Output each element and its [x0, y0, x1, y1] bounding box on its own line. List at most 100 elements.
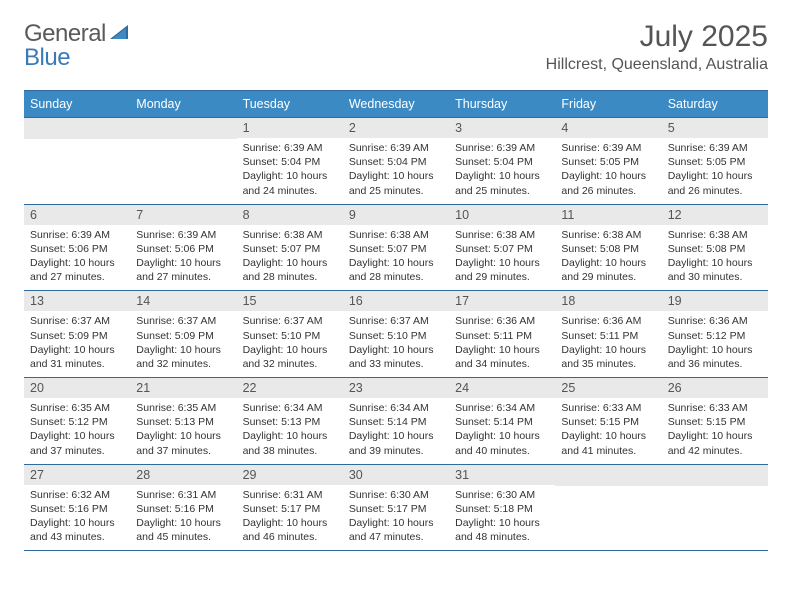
day-content: Sunrise: 6:33 AMSunset: 5:15 PMDaylight:… — [662, 398, 768, 464]
week-row: 27Sunrise: 6:32 AMSunset: 5:16 PMDayligh… — [24, 464, 768, 551]
day-cell: 7Sunrise: 6:39 AMSunset: 5:06 PMDaylight… — [130, 204, 236, 291]
day-number: 26 — [662, 378, 768, 398]
day-number: 8 — [237, 205, 343, 225]
day-cell — [130, 118, 236, 205]
day-number: 5 — [662, 118, 768, 138]
day-content: Sunrise: 6:38 AMSunset: 5:07 PMDaylight:… — [237, 225, 343, 291]
day-content: Sunrise: 6:36 AMSunset: 5:11 PMDaylight:… — [449, 311, 555, 377]
day-content: Sunrise: 6:34 AMSunset: 5:13 PMDaylight:… — [237, 398, 343, 464]
day-content: Sunrise: 6:34 AMSunset: 5:14 PMDaylight:… — [449, 398, 555, 464]
day-cell — [555, 464, 661, 551]
day-content: Sunrise: 6:35 AMSunset: 5:12 PMDaylight:… — [24, 398, 130, 464]
week-row: 13Sunrise: 6:37 AMSunset: 5:09 PMDayligh… — [24, 291, 768, 378]
day-cell: 21Sunrise: 6:35 AMSunset: 5:13 PMDayligh… — [130, 378, 236, 465]
day-cell: 3Sunrise: 6:39 AMSunset: 5:04 PMDaylight… — [449, 118, 555, 205]
day-content: Sunrise: 6:38 AMSunset: 5:08 PMDaylight:… — [555, 225, 661, 291]
title-block: July 2025 Hillcrest, Queensland, Austral… — [546, 20, 768, 74]
day-content: Sunrise: 6:35 AMSunset: 5:13 PMDaylight:… — [130, 398, 236, 464]
day-content: Sunrise: 6:37 AMSunset: 5:09 PMDaylight:… — [130, 311, 236, 377]
day-cell: 4Sunrise: 6:39 AMSunset: 5:05 PMDaylight… — [555, 118, 661, 205]
logo-triangle-icon — [110, 23, 128, 44]
weekday-header-row: SundayMondayTuesdayWednesdayThursdayFrid… — [24, 91, 768, 118]
calendar-body: 1Sunrise: 6:39 AMSunset: 5:04 PMDaylight… — [24, 118, 768, 551]
day-number: 31 — [449, 465, 555, 485]
day-number: 4 — [555, 118, 661, 138]
day-cell: 30Sunrise: 6:30 AMSunset: 5:17 PMDayligh… — [343, 464, 449, 551]
day-cell — [24, 118, 130, 205]
day-content: Sunrise: 6:39 AMSunset: 5:04 PMDaylight:… — [449, 138, 555, 204]
day-content: Sunrise: 6:39 AMSunset: 5:05 PMDaylight:… — [555, 138, 661, 204]
day-cell: 23Sunrise: 6:34 AMSunset: 5:14 PMDayligh… — [343, 378, 449, 465]
header: General July 2025 Hillcrest, Queensland,… — [24, 20, 768, 74]
location: Hillcrest, Queensland, Australia — [546, 56, 768, 74]
day-cell: 11Sunrise: 6:38 AMSunset: 5:08 PMDayligh… — [555, 204, 661, 291]
day-number-empty — [130, 118, 236, 139]
month-title: July 2025 — [546, 20, 768, 54]
day-content: Sunrise: 6:37 AMSunset: 5:10 PMDaylight:… — [343, 311, 449, 377]
day-number: 19 — [662, 291, 768, 311]
day-number: 3 — [449, 118, 555, 138]
day-cell: 14Sunrise: 6:37 AMSunset: 5:09 PMDayligh… — [130, 291, 236, 378]
day-cell: 27Sunrise: 6:32 AMSunset: 5:16 PMDayligh… — [24, 464, 130, 551]
day-content: Sunrise: 6:37 AMSunset: 5:09 PMDaylight:… — [24, 311, 130, 377]
day-content: Sunrise: 6:31 AMSunset: 5:17 PMDaylight:… — [237, 485, 343, 551]
day-number: 22 — [237, 378, 343, 398]
weekday-header: Sunday — [24, 91, 130, 118]
day-content: Sunrise: 6:39 AMSunset: 5:04 PMDaylight:… — [237, 138, 343, 204]
day-cell: 31Sunrise: 6:30 AMSunset: 5:18 PMDayligh… — [449, 464, 555, 551]
day-number: 20 — [24, 378, 130, 398]
day-number: 17 — [449, 291, 555, 311]
day-content: Sunrise: 6:34 AMSunset: 5:14 PMDaylight:… — [343, 398, 449, 464]
day-content: Sunrise: 6:38 AMSunset: 5:07 PMDaylight:… — [449, 225, 555, 291]
day-cell: 2Sunrise: 6:39 AMSunset: 5:04 PMDaylight… — [343, 118, 449, 205]
day-cell: 17Sunrise: 6:36 AMSunset: 5:11 PMDayligh… — [449, 291, 555, 378]
day-cell: 28Sunrise: 6:31 AMSunset: 5:16 PMDayligh… — [130, 464, 236, 551]
day-number: 16 — [343, 291, 449, 311]
day-number: 11 — [555, 205, 661, 225]
day-content: Sunrise: 6:30 AMSunset: 5:18 PMDaylight:… — [449, 485, 555, 551]
day-content: Sunrise: 6:31 AMSunset: 5:16 PMDaylight:… — [130, 485, 236, 551]
day-content: Sunrise: 6:38 AMSunset: 5:08 PMDaylight:… — [662, 225, 768, 291]
day-number: 21 — [130, 378, 236, 398]
day-content: Sunrise: 6:30 AMSunset: 5:17 PMDaylight:… — [343, 485, 449, 551]
week-row: 20Sunrise: 6:35 AMSunset: 5:12 PMDayligh… — [24, 378, 768, 465]
day-cell: 16Sunrise: 6:37 AMSunset: 5:10 PMDayligh… — [343, 291, 449, 378]
logo-text-blue: Blue — [24, 44, 70, 71]
week-row: 6Sunrise: 6:39 AMSunset: 5:06 PMDaylight… — [24, 204, 768, 291]
weekday-header: Saturday — [662, 91, 768, 118]
day-number: 29 — [237, 465, 343, 485]
day-number: 7 — [130, 205, 236, 225]
weekday-header: Monday — [130, 91, 236, 118]
day-cell: 6Sunrise: 6:39 AMSunset: 5:06 PMDaylight… — [24, 204, 130, 291]
weekday-header: Friday — [555, 91, 661, 118]
day-content: Sunrise: 6:37 AMSunset: 5:10 PMDaylight:… — [237, 311, 343, 377]
day-cell: 5Sunrise: 6:39 AMSunset: 5:05 PMDaylight… — [662, 118, 768, 205]
calendar-table: SundayMondayTuesdayWednesdayThursdayFrid… — [24, 90, 768, 551]
day-number: 2 — [343, 118, 449, 138]
day-cell: 18Sunrise: 6:36 AMSunset: 5:11 PMDayligh… — [555, 291, 661, 378]
day-cell — [662, 464, 768, 551]
day-cell: 22Sunrise: 6:34 AMSunset: 5:13 PMDayligh… — [237, 378, 343, 465]
logo-blue-wrap: Blue — [24, 44, 70, 72]
day-number: 30 — [343, 465, 449, 485]
day-content: Sunrise: 6:39 AMSunset: 5:06 PMDaylight:… — [24, 225, 130, 291]
day-number: 25 — [555, 378, 661, 398]
day-number-empty — [555, 465, 661, 486]
day-cell: 24Sunrise: 6:34 AMSunset: 5:14 PMDayligh… — [449, 378, 555, 465]
day-number-empty — [662, 465, 768, 486]
week-row: 1Sunrise: 6:39 AMSunset: 5:04 PMDaylight… — [24, 118, 768, 205]
day-number: 15 — [237, 291, 343, 311]
day-cell: 19Sunrise: 6:36 AMSunset: 5:12 PMDayligh… — [662, 291, 768, 378]
day-content: Sunrise: 6:36 AMSunset: 5:11 PMDaylight:… — [555, 311, 661, 377]
page: General July 2025 Hillcrest, Queensland,… — [0, 0, 792, 571]
day-number: 9 — [343, 205, 449, 225]
day-cell: 20Sunrise: 6:35 AMSunset: 5:12 PMDayligh… — [24, 378, 130, 465]
day-number: 27 — [24, 465, 130, 485]
day-content: Sunrise: 6:33 AMSunset: 5:15 PMDaylight:… — [555, 398, 661, 464]
day-number: 23 — [343, 378, 449, 398]
day-content: Sunrise: 6:38 AMSunset: 5:07 PMDaylight:… — [343, 225, 449, 291]
day-number: 13 — [24, 291, 130, 311]
day-content: Sunrise: 6:36 AMSunset: 5:12 PMDaylight:… — [662, 311, 768, 377]
day-cell: 9Sunrise: 6:38 AMSunset: 5:07 PMDaylight… — [343, 204, 449, 291]
weekday-header: Tuesday — [237, 91, 343, 118]
